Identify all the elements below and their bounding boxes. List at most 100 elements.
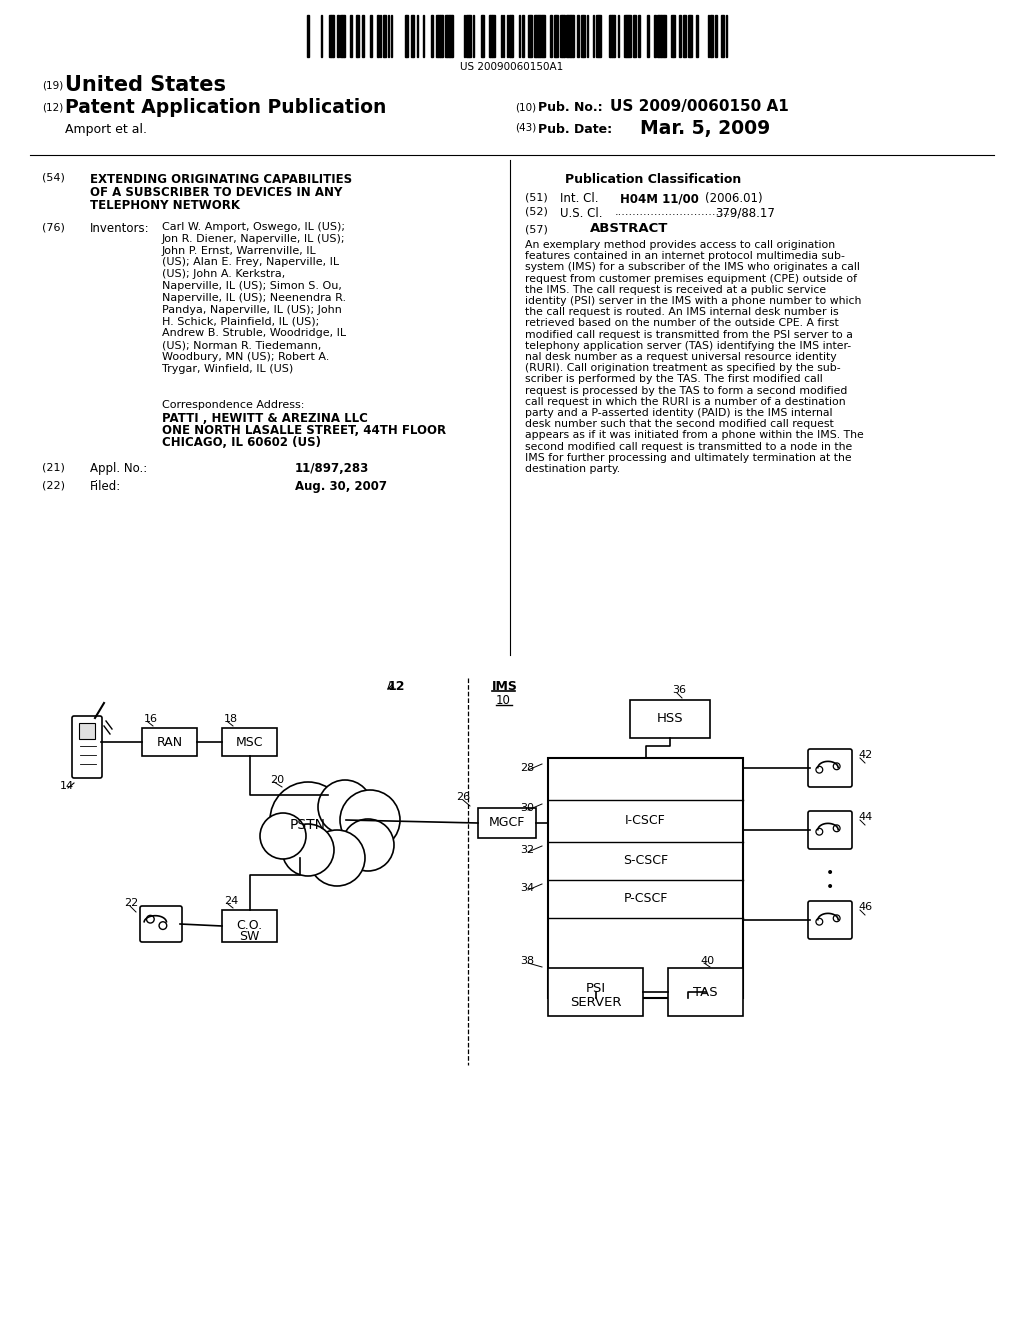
Text: Pub. No.:: Pub. No.: [538, 102, 603, 114]
Circle shape [260, 813, 306, 859]
Text: 46: 46 [858, 902, 872, 912]
Bar [79, 723, 95, 739]
Text: (2006.01): (2006.01) [705, 191, 763, 205]
Text: Woodbury, MN (US); Robert A.: Woodbury, MN (US); Robert A. [162, 352, 330, 362]
FancyBboxPatch shape [548, 758, 743, 998]
Text: PSTN: PSTN [290, 818, 326, 832]
Text: (76): (76) [42, 222, 65, 232]
Text: 22: 22 [124, 898, 138, 908]
Bar [439, 15, 441, 57]
Text: 379/88.17: 379/88.17 [715, 207, 775, 220]
Text: ONE NORTH LASALLE STREET, 44TH FLOOR: ONE NORTH LASALLE STREET, 44TH FLOOR [162, 424, 446, 437]
Bar [503, 15, 504, 57]
Text: MGCF: MGCF [488, 817, 525, 829]
Bar [634, 15, 636, 57]
Bar [587, 15, 588, 57]
Text: the call request is routed. An IMS internal desk number is: the call request is routed. An IMS inter… [525, 308, 839, 317]
Circle shape [834, 763, 840, 770]
Bar [562, 15, 563, 57]
Bar [664, 15, 666, 57]
Circle shape [342, 818, 394, 871]
Bar [696, 15, 697, 57]
Text: 42: 42 [858, 750, 872, 760]
Text: SW: SW [240, 931, 260, 942]
Text: U.S. Cl.: U.S. Cl. [560, 207, 602, 220]
Text: •: • [826, 866, 835, 880]
Circle shape [340, 789, 400, 850]
Text: Patent Application Publication: Patent Application Publication [65, 98, 386, 117]
Text: TELEPHONY NETWORK: TELEPHONY NETWORK [90, 199, 240, 213]
Text: party and a P-asserted identity (PAID) is the IMS internal: party and a P-asserted identity (PAID) i… [525, 408, 833, 418]
Text: call request in which the RURI is a number of a destination: call request in which the RURI is a numb… [525, 397, 846, 407]
Text: RAN: RAN [157, 735, 182, 748]
Text: ABSTRACT: ABSTRACT [590, 222, 669, 235]
Bar [423, 15, 424, 57]
Text: 10: 10 [496, 694, 511, 708]
Bar [436, 15, 437, 57]
Text: Amport et al.: Amport et al. [65, 123, 147, 136]
Text: 12: 12 [388, 680, 406, 693]
Bar [659, 15, 662, 57]
Text: (12): (12) [42, 102, 63, 112]
Text: telephony application server (TAS) identifying the IMS inter-: telephony application server (TAS) ident… [525, 341, 851, 351]
Bar [406, 15, 408, 57]
Bar [489, 15, 492, 57]
Bar [384, 15, 386, 57]
Bar [521, 15, 524, 57]
Text: US 20090060150A1: US 20090060150A1 [461, 62, 563, 73]
Bar [662, 15, 664, 57]
Text: 40: 40 [700, 956, 714, 966]
Bar [596, 15, 597, 57]
Bar [480, 15, 482, 57]
Text: 24: 24 [224, 896, 239, 906]
Bar [559, 15, 562, 57]
Text: (21): (21) [42, 462, 65, 473]
Bar [656, 15, 658, 57]
Bar [306, 15, 308, 57]
Text: (52): (52) [525, 207, 548, 216]
Bar [349, 15, 351, 57]
Text: 44: 44 [858, 812, 872, 822]
Text: (10): (10) [515, 103, 537, 114]
Bar [554, 15, 555, 57]
Bar [466, 15, 469, 57]
Text: H. Schick, Plainfield, IL (US);: H. Schick, Plainfield, IL (US); [162, 317, 319, 326]
Text: TAS: TAS [693, 986, 718, 998]
Circle shape [816, 767, 822, 774]
Bar [528, 15, 529, 57]
Text: •: • [826, 880, 835, 894]
Bar [377, 15, 379, 57]
Text: desk number such that the second modified call request: desk number such that the second modifie… [525, 420, 834, 429]
Text: Andrew B. Struble, Woodridge, IL: Andrew B. Struble, Woodridge, IL [162, 329, 346, 338]
FancyBboxPatch shape [478, 808, 536, 838]
Bar [492, 15, 495, 57]
Text: system (IMS) for a subscriber of the IMS who originates a call: system (IMS) for a subscriber of the IMS… [525, 263, 860, 272]
Bar [624, 15, 626, 57]
Text: (19): (19) [42, 81, 63, 90]
Bar [673, 15, 675, 57]
Bar [370, 15, 372, 57]
Bar [510, 15, 512, 57]
Bar [450, 15, 452, 57]
Bar [568, 15, 570, 57]
Text: Jon R. Diener, Naperville, IL (US);: Jon R. Diener, Naperville, IL (US); [162, 234, 345, 244]
FancyBboxPatch shape [668, 968, 743, 1016]
Text: retrieved based on the number of the outside CPE. A first: retrieved based on the number of the out… [525, 318, 839, 329]
FancyBboxPatch shape [222, 729, 278, 756]
Text: Trygar, Winfield, IL (US): Trygar, Winfield, IL (US) [162, 363, 293, 374]
Text: (US); Alan E. Frey, Naperville, IL: (US); Alan E. Frey, Naperville, IL [162, 257, 339, 268]
Bar [684, 15, 686, 57]
Bar [610, 15, 612, 57]
Text: 32: 32 [520, 845, 535, 855]
Bar [711, 15, 713, 57]
Text: Int. Cl.: Int. Cl. [560, 191, 598, 205]
Bar [597, 15, 599, 57]
Text: appears as if it was initiated from a phone within the IMS. The: appears as if it was initiated from a ph… [525, 430, 864, 441]
Text: IMS for further processing and ultimately termination at the: IMS for further processing and ultimatel… [525, 453, 852, 463]
Circle shape [816, 919, 822, 925]
Bar [556, 15, 558, 57]
Text: (US); Norman R. Tiedemann,: (US); Norman R. Tiedemann, [162, 341, 322, 350]
FancyBboxPatch shape [72, 715, 102, 777]
Text: SERVER: SERVER [569, 997, 622, 1008]
Bar [540, 15, 542, 57]
